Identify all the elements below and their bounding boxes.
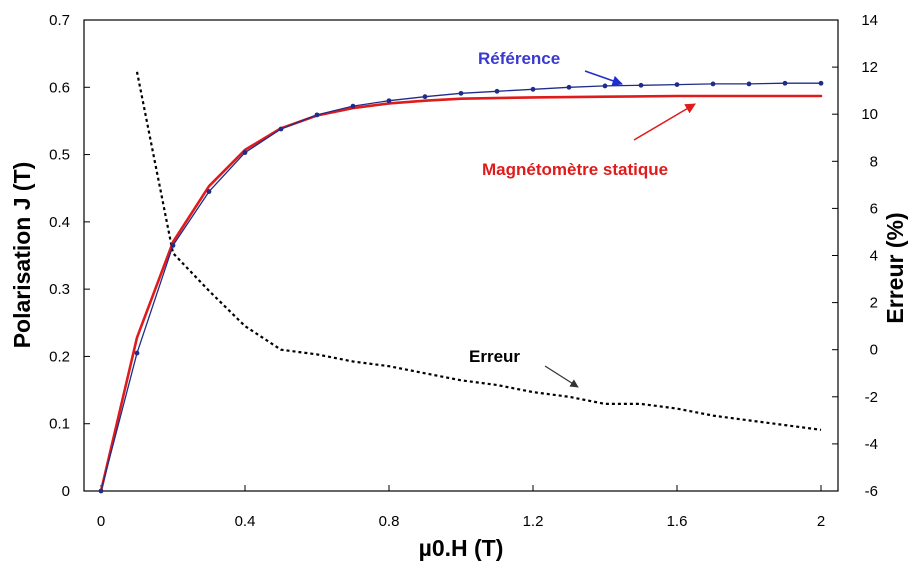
data-point-reference <box>494 88 500 94</box>
y-right-tick-label: -6 <box>865 483 878 500</box>
y-left-tick-label: 0.7 <box>49 12 70 29</box>
data-point-reference <box>530 86 536 92</box>
data-point-reference <box>674 82 680 87</box>
x-axis-title: µ0.H (T) <box>419 535 504 561</box>
y-right-tick-label: 10 <box>861 106 878 123</box>
annotation-reference-arrow <box>584 70 623 86</box>
series-line-magnetometre-statique <box>99 94 823 493</box>
annotation-magnetometre-arrow <box>633 103 696 141</box>
data-point-reference <box>350 103 356 109</box>
annotation-erreur-arrow <box>544 365 579 388</box>
y-right-tick-label: 4 <box>870 248 878 265</box>
data-point-reference <box>602 83 608 89</box>
x-tick-label: 0.4 <box>235 513 256 530</box>
annotation-magnetometre: Magnétomètre statique <box>482 160 668 179</box>
y-right-tick-label: -4 <box>865 436 878 453</box>
data-point-reference <box>386 98 392 104</box>
x-tick-label: 1.6 <box>667 513 688 530</box>
y-right-axis-ticks: -6 -4 -2 0 2 4 6 8 10 12 14 <box>832 12 878 500</box>
data-point-reference <box>818 80 824 86</box>
y-left-tick-label: 0.3 <box>49 281 70 298</box>
data-point-reference <box>422 94 428 100</box>
y-left-tick-label: 0.2 <box>49 348 70 365</box>
annotation-erreur: Erreur <box>469 347 520 366</box>
y-right-tick-label: 14 <box>861 12 878 29</box>
y-left-tick-label: 0.5 <box>49 147 70 164</box>
y-right-tick-label: -2 <box>865 389 878 406</box>
data-point-reference <box>782 80 788 86</box>
data-point-reference <box>638 82 644 88</box>
x-tick-label: 2 <box>817 513 825 530</box>
x-tick-label: 1.2 <box>523 513 544 530</box>
y-left-tick-label: 0.4 <box>49 214 70 231</box>
y-right-axis-title: Erreur (%) <box>882 212 908 323</box>
y-left-tick-label: 0.1 <box>49 416 70 433</box>
series-line-erreur <box>135 71 822 431</box>
data-point-reference <box>278 126 284 132</box>
data-point-reference <box>170 243 176 248</box>
y-right-tick-label: 6 <box>870 200 878 217</box>
data-point-reference <box>98 488 104 494</box>
series-layer <box>98 71 824 494</box>
y-left-axis-title: Polarisation J (T) <box>9 162 35 349</box>
y-left-axis-ticks: 0 0.1 0.2 0.3 0.4 0.5 0.6 0.7 <box>49 12 90 500</box>
data-point-reference <box>710 81 716 87</box>
y-right-tick-label: 0 <box>870 342 878 359</box>
x-tick-label: 0.8 <box>379 513 400 530</box>
y-right-tick-label: 12 <box>861 59 878 76</box>
y-right-tick-label: 8 <box>870 153 878 170</box>
data-point-reference <box>314 112 320 118</box>
data-point-reference <box>566 84 572 90</box>
x-axis-ticks: 0 0.4 0.8 1.2 1.6 2 <box>97 485 825 530</box>
data-point-reference <box>458 90 464 96</box>
data-point-reference <box>746 81 752 87</box>
data-point-reference <box>134 350 140 356</box>
data-point-reference <box>242 150 248 155</box>
annotation-reference: Référence <box>478 49 560 68</box>
y-left-tick-label: 0 <box>62 483 70 500</box>
y-right-tick-label: 2 <box>870 295 878 312</box>
data-point-reference <box>206 189 212 194</box>
y-left-tick-label: 0.6 <box>49 79 70 96</box>
x-tick-label: 0 <box>97 513 105 530</box>
plot-area <box>83 19 839 492</box>
